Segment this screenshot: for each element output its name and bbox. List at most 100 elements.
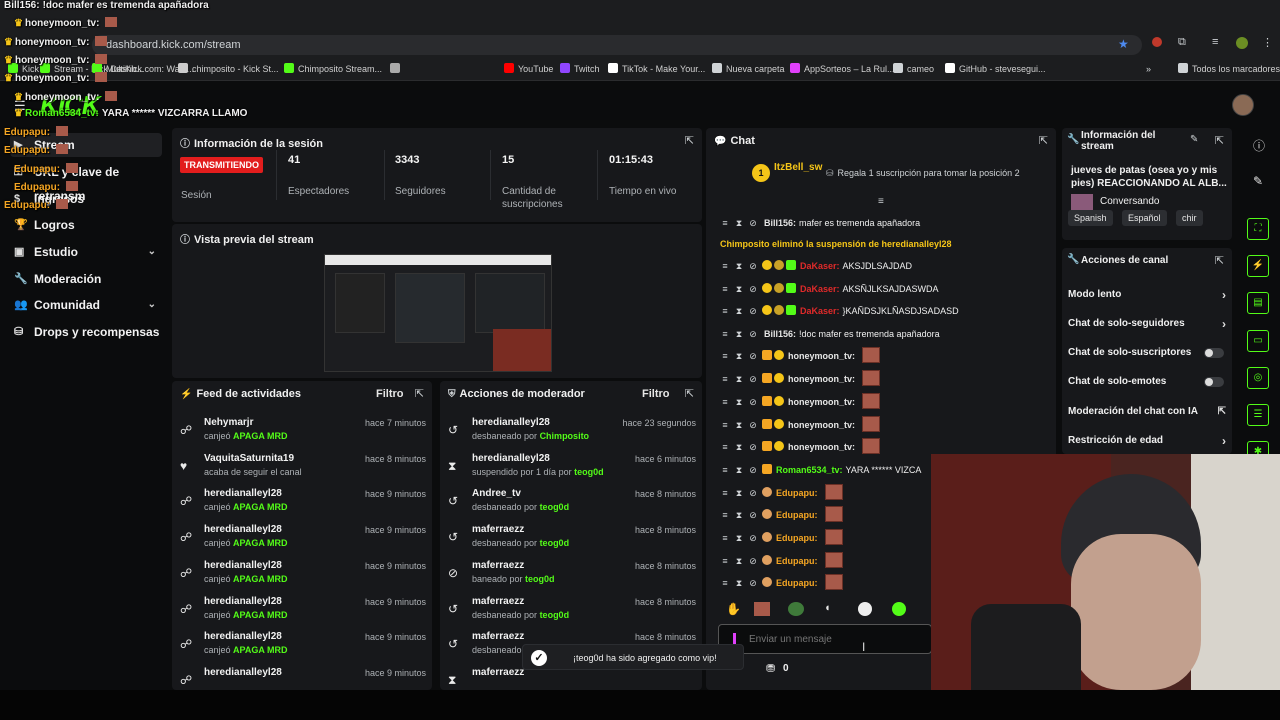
sidebar-item-moderación[interactable]: 🔧 Moderación	[10, 267, 162, 291]
chat-menu-icon[interactable]: ≡	[722, 351, 728, 361]
chat-timeout-icon[interactable]: ⧗	[735, 488, 743, 498]
chat-timeout-icon[interactable]: ⧗	[735, 420, 743, 430]
emote-icon[interactable]	[858, 602, 872, 616]
sidebar-item-logros[interactable]: 🏆 Logros	[10, 213, 162, 237]
chat-message-input[interactable]	[749, 631, 919, 647]
chat-timeout-icon[interactable]: ⧗	[735, 261, 743, 271]
chat-menu-icon[interactable]: ≡	[722, 510, 728, 520]
stream-tag[interactable]: Spanish	[1068, 210, 1113, 226]
channel-action-item[interactable]: Modo lento ›	[1068, 285, 1228, 305]
popout-icon[interactable]: ⇱	[684, 135, 694, 147]
modactions-popout-icon[interactable]: ⇱	[684, 388, 694, 400]
feed-user[interactable]: Nehymarjr	[204, 417, 254, 428]
chat-menu-icon[interactable]: ≡	[722, 465, 728, 475]
chat-ban-icon[interactable]: ⊘	[749, 578, 757, 588]
pinned-message[interactable]: ⛁ Regala 1 suscripción para tomar la posi…	[826, 168, 1020, 179]
chat-popout-icon[interactable]: ⇱	[1038, 135, 1048, 147]
chat-menu-icon[interactable]: ≡	[722, 488, 728, 498]
external-link-icon[interactable]: ⇱	[1217, 406, 1226, 417]
rail-lightning-icon[interactable]: ⚡	[1247, 255, 1269, 277]
chat-ban-icon[interactable]: ⊘	[749, 306, 757, 316]
chat-username[interactable]: Edupapu:	[776, 488, 818, 498]
chat-username[interactable]: honeymoon_tv:	[788, 442, 856, 452]
chat-timeout-icon[interactable]: ⧗	[735, 306, 743, 316]
edit-icon[interactable]: ✎	[1190, 134, 1199, 145]
emote-icon[interactable]	[892, 602, 906, 616]
media-control-icon[interactable]: ≡	[1212, 36, 1219, 48]
chat-username[interactable]: DaKaser:	[800, 284, 840, 294]
chat-username[interactable]: Roman6534_tv:	[776, 465, 843, 475]
stream-preview-video[interactable]	[324, 254, 552, 372]
chevron-down-icon[interactable]: ⌄	[147, 246, 156, 257]
chat-menu-icon[interactable]: ≡	[722, 556, 728, 566]
chevron-right-icon[interactable]: ›	[1222, 317, 1226, 331]
chat-timeout-icon[interactable]: ⧗	[735, 533, 743, 543]
emote-icon[interactable]: ✋	[726, 602, 741, 616]
category-name[interactable]: Conversando	[1100, 196, 1160, 207]
extensions-puzzle-icon[interactable]: ⧉	[1178, 36, 1186, 48]
chat-ban-icon[interactable]: ⊘	[749, 284, 757, 294]
bookmark-item[interactable]: Nueva carpeta	[712, 57, 785, 81]
modaction-moderator[interactable]: teog0d	[539, 609, 570, 620]
rail-edit-icon[interactable]: ✎	[1253, 174, 1264, 188]
stream-tag[interactable]: Español	[1122, 210, 1167, 226]
chat-username[interactable]: Edupapu:	[776, 510, 818, 520]
feed-popout-icon[interactable]: ⇱	[414, 388, 424, 400]
chat-menu-icon[interactable]: ≡	[722, 374, 728, 384]
chat-timeout-icon[interactable]: ⧗	[735, 510, 743, 520]
chat-timeout-icon[interactable]: ⧗	[735, 397, 743, 407]
chat-ban-icon[interactable]: ⊘	[749, 351, 757, 361]
modaction-moderator[interactable]: teog0d	[574, 466, 604, 477]
chat-menu-icon[interactable]: ≡	[722, 218, 728, 228]
chat-input-box[interactable]	[718, 624, 932, 654]
modaction-moderator[interactable]: teog0d	[525, 573, 555, 584]
chat-menu-icon[interactable]: ≡	[722, 284, 728, 294]
feed-user[interactable]: heredianalleyl28	[204, 666, 282, 678]
feed-user[interactable]: heredianalleyl28	[204, 595, 282, 607]
bookmark-star-icon[interactable]: ★	[1118, 37, 1129, 51]
emote-icon[interactable]	[788, 602, 804, 616]
chat-timeout-icon[interactable]: ⧗	[735, 218, 743, 228]
chat-timeout-icon[interactable]: ⧗	[735, 329, 743, 339]
bookmark-item[interactable]: MultiKick.com: Watc...	[92, 57, 194, 81]
chat-ban-icon[interactable]: ⊘	[749, 397, 757, 407]
profile-avatar-icon[interactable]	[1236, 37, 1248, 49]
bookmark-item[interactable]: GitHub - stevesegui...	[945, 57, 1046, 81]
modaction-user[interactable]: maferraezz	[472, 559, 525, 571]
chat-timeout-icon[interactable]: ⧗	[735, 374, 743, 384]
rail-panel-icon[interactable]: ☰	[1247, 404, 1269, 426]
modaction-moderator[interactable]: teog0d	[539, 538, 570, 549]
rail-document-icon[interactable]: ▤	[1247, 292, 1269, 314]
bookmark-item[interactable]: Chimposito Stream...	[284, 57, 382, 81]
sidebar-item-comunidad[interactable]: 👥 Comunidad ⌄	[10, 293, 162, 317]
chat-menu-icon[interactable]: ≡	[722, 442, 728, 452]
feed-user[interactable]: heredianalleyl28	[204, 524, 282, 536]
url-input[interactable]: dashboard.kick.com/stream	[92, 35, 1142, 55]
toggle-switch[interactable]	[1204, 377, 1224, 387]
chat-username[interactable]: Edupapu:	[776, 533, 818, 543]
channel-action-item[interactable]: Restricción de edad ›	[1068, 431, 1228, 451]
bookmark-item[interactable]: TikTok - Make Your...	[608, 57, 705, 81]
chat-timeout-icon[interactable]: ⧗	[735, 351, 743, 361]
toggle-switch[interactable]	[1204, 348, 1224, 358]
feed-user[interactable]: heredianalleyl28	[204, 559, 282, 571]
modaction-user[interactable]: maferraezz	[472, 631, 525, 643]
modaction-user[interactable]: maferraezz	[472, 595, 525, 607]
points-icon[interactable]: ⛃	[766, 663, 776, 675]
extension-icon[interactable]	[1152, 37, 1162, 47]
browser-menu-icon[interactable]: ⋮	[1262, 37, 1273, 49]
chat-menu-icon[interactable]: ≡	[722, 420, 728, 430]
chat-ban-icon[interactable]: ⊘	[749, 510, 757, 520]
bookmark-item[interactable]	[390, 57, 404, 81]
chat-username[interactable]: DaKaser:	[800, 306, 840, 316]
chat-timeout-icon[interactable]: ⧗	[735, 465, 743, 475]
modaction-user[interactable]: heredianalleyl28	[472, 417, 550, 428]
chat-username[interactable]: Bill156:	[764, 329, 797, 339]
bookmark-item[interactable]: cameo	[893, 57, 934, 81]
chevron-right-icon[interactable]: ›	[1222, 288, 1226, 302]
chevron-right-icon[interactable]: ›	[1222, 434, 1226, 448]
rail-chat-icon[interactable]: ▭	[1247, 330, 1269, 352]
chat-username[interactable]: honeymoon_tv:	[788, 374, 856, 384]
chat-ban-icon[interactable]: ⊘	[749, 556, 757, 566]
stream-info-popout-icon[interactable]: ⇱	[1214, 135, 1224, 147]
